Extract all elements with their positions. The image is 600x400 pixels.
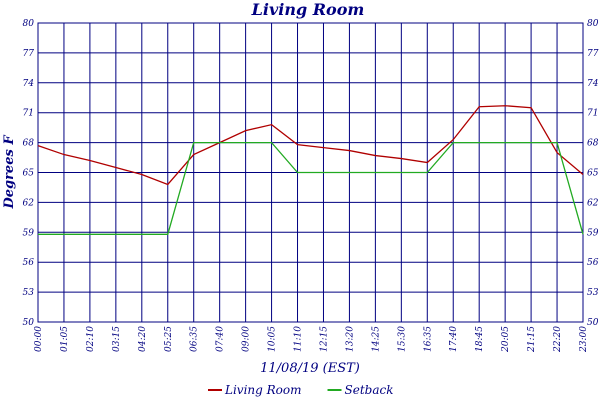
x-tick-label: 23:00 (579, 326, 589, 353)
x-tick-label: 11:10 (294, 326, 304, 352)
legend-label: Living Room (224, 383, 302, 397)
y2-tick-label: 59 (587, 228, 599, 238)
y-tick-label: 56 (23, 258, 35, 268)
x-tick-label: 15:30 (397, 326, 407, 352)
x-tick-label: 03:15 (112, 326, 122, 352)
y2-tick-label: 68 (587, 139, 599, 149)
x-tick-label: 13:20 (345, 326, 355, 352)
x-tick-label: 10:05 (268, 326, 278, 352)
y-tick-label: 53 (23, 288, 35, 298)
y-tick-label: 59 (23, 228, 35, 238)
x-tick-label: 22:20 (553, 326, 563, 353)
y-tick-label: 65 (23, 169, 35, 179)
y-axis-label: Degrees F (2, 135, 17, 210)
x-tick-label: 02:10 (86, 326, 96, 352)
chart-title: Living Room (251, 0, 365, 19)
y-tick-label: 50 (23, 318, 35, 328)
line-series (37, 105, 584, 186)
y-tick-label: 68 (23, 139, 35, 149)
y-tick-label: 80 (23, 19, 35, 29)
legend-label: Setback (345, 383, 394, 397)
x-tick-label: 04:20 (138, 326, 148, 352)
x-tick-label: 00:00 (34, 326, 44, 352)
y2-tick-label: 80 (587, 19, 599, 29)
y-tick-label: 62 (23, 198, 35, 208)
x-tick-label: 18:45 (475, 326, 485, 352)
x-tick-label: 01:05 (60, 326, 70, 352)
x-tick-label: 17:40 (449, 326, 459, 352)
y2-tick-label: 53 (587, 288, 599, 298)
y2-tick-label: 56 (587, 258, 599, 268)
x-tick-label: 12:15 (319, 326, 329, 352)
x-tick-label: 07:40 (216, 326, 226, 352)
x-tick-label: 05:25 (164, 326, 174, 352)
y2-tick-label: 71 (587, 109, 598, 119)
x-axis-label: 11/08/19 (EST) (260, 361, 360, 376)
y2-tick-label: 77 (587, 49, 599, 59)
y-tick-label: 74 (23, 79, 35, 89)
x-tick-label: 06:35 (190, 326, 200, 352)
x-tick-label: 14:25 (371, 326, 381, 352)
y2-tick-label: 74 (587, 79, 599, 89)
y2-tick-label: 65 (587, 169, 599, 179)
y-tick-label: 77 (23, 49, 35, 59)
y-tick-label: 71 (23, 109, 34, 119)
x-tick-label: 16:35 (423, 326, 433, 352)
x-tick-label: 09:00 (242, 326, 252, 352)
x-tick-label: 20:05 (501, 326, 511, 353)
y2-tick-label: 62 (587, 198, 599, 208)
line-series (38, 141, 584, 235)
y2-tick-label: 50 (587, 318, 599, 328)
x-tick-label: 21:15 (527, 326, 537, 353)
